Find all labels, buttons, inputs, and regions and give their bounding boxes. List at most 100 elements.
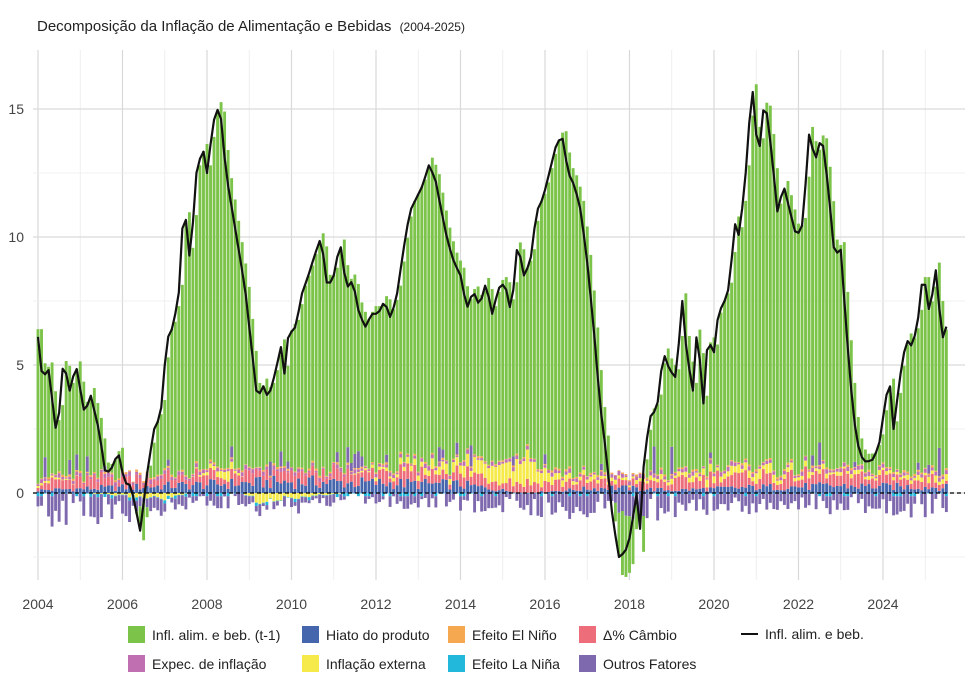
legend-item-line: Infl. alim. e beb. (741, 626, 864, 642)
bar-externa (874, 478, 878, 481)
bar-cambio (314, 472, 318, 486)
bar-lanina (402, 493, 406, 497)
bar-elnino (156, 474, 160, 477)
bar-cambio (237, 475, 241, 486)
legend-label: Inflação externa (326, 655, 426, 672)
bar-elnino (142, 481, 146, 483)
bar-elnino (863, 472, 867, 474)
bar-lanina (547, 493, 550, 494)
bar-hiato (452, 480, 455, 493)
bar-cambio (853, 474, 857, 487)
bar-elnino (874, 475, 878, 478)
bar-hiato (159, 489, 163, 493)
bar-cambio (275, 470, 279, 482)
bar-hiato (800, 487, 804, 493)
bar-elnino (124, 472, 128, 475)
bar-cambio (173, 480, 177, 488)
bar-lanina (335, 493, 339, 498)
bar-outros (476, 493, 480, 502)
bar-expec (846, 467, 850, 471)
bar-lag (842, 242, 846, 463)
bar-lanina (751, 493, 755, 494)
bar-elnino (36, 483, 40, 485)
bar-externa (483, 463, 487, 478)
bar-hiato (230, 478, 234, 493)
bar-hiato (483, 487, 487, 493)
bar-cambio (409, 471, 413, 482)
bar-elnino (694, 468, 698, 472)
bar-lag (723, 300, 727, 471)
bar-lanina (163, 500, 167, 504)
bar-externa (54, 477, 58, 480)
bar-elnino (399, 451, 403, 454)
bar-externa (613, 479, 617, 485)
bar-externa (163, 493, 167, 501)
bar-cambio (268, 479, 272, 489)
bar-elnino (388, 470, 392, 473)
bar-elnino (934, 470, 938, 472)
bar-lanina (885, 493, 888, 494)
bar-cambio (825, 478, 829, 484)
bar-cambio (219, 478, 223, 486)
bar-cambio (318, 481, 322, 488)
bar-lanina (258, 503, 262, 505)
bar-expec (198, 471, 202, 476)
bar-expec (913, 476, 917, 478)
legend-label: Hiato do produto (326, 626, 430, 643)
bar-externa (272, 493, 276, 502)
bar-lag (585, 226, 589, 477)
bar-hiato (356, 485, 360, 493)
bar-outros (536, 493, 540, 516)
bar-outros (895, 496, 899, 515)
bar-elnino (758, 465, 762, 467)
bar-lag (318, 243, 322, 476)
bar-elnino (790, 458, 793, 461)
bar-expec (561, 478, 565, 481)
bar-expec (779, 477, 783, 481)
bar-lanina (325, 495, 329, 496)
bar-lag (909, 333, 913, 477)
bar-lanina (525, 493, 529, 494)
bar-elnino (631, 472, 635, 475)
bar-outros (395, 493, 399, 504)
bar-hiato (149, 487, 153, 493)
bar-externa (184, 493, 188, 494)
bar-externa (557, 473, 561, 480)
bar-expec (441, 459, 445, 462)
bar-lag (694, 382, 698, 469)
bar-hiato (751, 485, 755, 493)
bar-expec (96, 479, 100, 482)
bar-lag (934, 286, 938, 471)
bar-expec (568, 468, 572, 473)
bar-expec (395, 472, 399, 475)
bar-hiato (934, 487, 938, 493)
bar-externa (892, 477, 896, 481)
bar-hiato (402, 487, 406, 493)
legend-item-cambio: Δ% Câmbio (579, 626, 677, 643)
bar-elnino (89, 475, 93, 477)
bar-lag (75, 368, 79, 455)
bar-hiato (916, 488, 920, 493)
bar-elnino (483, 461, 487, 463)
bar-elnino (698, 472, 702, 475)
bar-externa (455, 457, 459, 466)
x-tick-label: 2018 (614, 596, 645, 612)
bar-cambio (705, 487, 709, 492)
bar-lag (335, 267, 339, 453)
bar-lanina (226, 493, 230, 497)
bar-hiato (726, 486, 730, 493)
bar-externa (540, 473, 543, 488)
bar-cambio (846, 473, 850, 489)
bar-elnino (293, 471, 297, 473)
bar-externa (283, 493, 286, 496)
bar-cambio (649, 480, 653, 488)
bar-hiato (680, 488, 684, 493)
bar-hiato (737, 488, 741, 493)
bar-hiato (216, 484, 220, 493)
bar-expec (677, 468, 681, 472)
bar-cambio (638, 481, 642, 491)
bar-cambio (85, 475, 89, 487)
bar-externa (821, 463, 825, 470)
bar-hiato (332, 478, 336, 493)
bar-lag (564, 131, 568, 470)
